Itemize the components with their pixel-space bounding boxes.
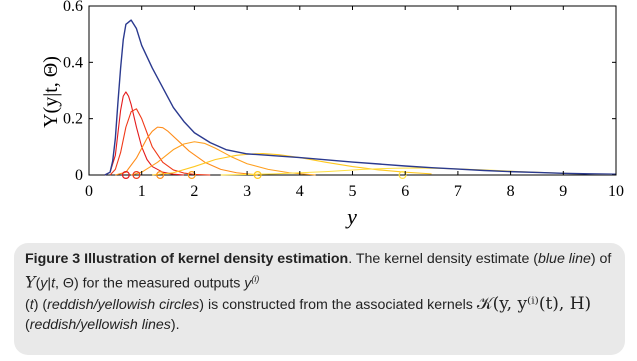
caption-kernel-formula: 𝒦(y, y⁽ⁱ⁾(t), H) xyxy=(476,293,592,314)
measured-output-circle-2 xyxy=(156,171,165,180)
measured-output-circle-0 xyxy=(121,171,130,180)
caption-text-4: ( xyxy=(25,316,30,333)
y-tick-label: 0.6 xyxy=(63,0,83,15)
kernel-line-0 xyxy=(104,91,184,176)
measured-output-circle-1 xyxy=(132,171,141,180)
caption-math-2: ( xyxy=(35,275,41,292)
caption-math-close: ) ( xyxy=(33,296,48,313)
x-tick-label: 4 xyxy=(296,183,304,200)
caption-math-theta: , Θ) for the measured outputs xyxy=(55,275,245,292)
y-axis-ticks: 0 0.2 0.4 0.6 xyxy=(63,0,616,184)
caption-math-open: ( xyxy=(25,296,30,313)
caption-circles: reddish/yellowish circles xyxy=(47,296,200,313)
caption-upsilon: Υ xyxy=(25,272,36,292)
caption-superscript-i: (i) xyxy=(251,274,260,284)
caption-text-1: . The kernel density estimate ( xyxy=(348,251,539,267)
y-axis-label: Υ(y|t, Θ) xyxy=(40,56,62,128)
x-tick-label: 9 xyxy=(559,183,567,200)
caption-math-t: t xyxy=(51,275,56,292)
kernel-line-2 xyxy=(115,126,258,176)
figure-caption: Figure 3 Illustration of kernel density … xyxy=(14,243,625,355)
plot-frame xyxy=(88,5,617,176)
x-tick-label: 1 xyxy=(138,183,146,200)
measured-output-circle-3 xyxy=(187,171,196,180)
x-axis-ticks: 0 1 2 3 4 5 6 7 8 9 10 xyxy=(85,6,624,200)
caption-text-5: ). xyxy=(170,316,180,333)
x-tick-label: 5 xyxy=(349,183,357,200)
x-tick-label: 0 xyxy=(85,183,93,200)
caption-text-2: ) of xyxy=(590,251,612,267)
y-tick-label: 0.4 xyxy=(63,54,83,71)
caption-lines: reddish/yellowish lines xyxy=(29,316,171,333)
kernel-density-chart: 0 1 2 3 4 5 6 7 8 9 10 0 0.2 0.4 0.6 y Υ(y|t, Θ) xyxy=(40,0,624,229)
caption-label: Figure 3 Illustration of kernel density … xyxy=(25,251,349,267)
series-lines xyxy=(104,19,617,176)
x-tick-label: 7 xyxy=(454,183,462,200)
x-tick-label: 6 xyxy=(401,183,409,200)
x-tick-label: 3 xyxy=(243,183,251,200)
y-tick-label: 0.2 xyxy=(63,111,83,128)
y-tick-label: 0 xyxy=(75,167,83,184)
caption-math-bar: | xyxy=(47,275,52,292)
x-axis-label: y xyxy=(345,204,357,229)
caption-math-yi: y xyxy=(244,275,252,292)
caption-text-3: ) is constructed from the associated ker… xyxy=(199,296,477,313)
caption-math-t2: t xyxy=(29,296,34,313)
caption-blue-line: blue line xyxy=(538,251,591,267)
kernel-line-1 xyxy=(109,108,211,176)
measured-output-circle-5 xyxy=(398,171,407,180)
x-tick-label: 2 xyxy=(190,183,198,200)
x-tick-label: 8 xyxy=(507,183,515,200)
caption-math-y: y xyxy=(40,275,48,292)
measured-output-markers xyxy=(121,171,407,180)
kde-line xyxy=(104,19,617,176)
x-tick-label: 10 xyxy=(608,183,624,200)
kernel-line-3 xyxy=(131,141,316,176)
measured-output-circle-4 xyxy=(253,171,262,180)
